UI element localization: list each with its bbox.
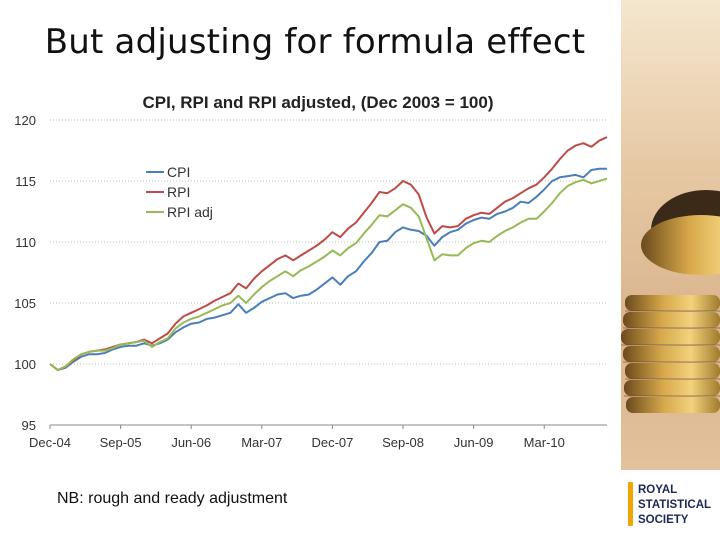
y-tick-label: 100 bbox=[14, 357, 36, 372]
series-line-cpi bbox=[49, 167, 607, 372]
x-tick-label: Dec-07 bbox=[311, 435, 353, 450]
chart-legend: CPI RPI RPI adj bbox=[146, 164, 213, 220]
x-tick-label: Jun-09 bbox=[454, 435, 494, 450]
y-tick-label: 110 bbox=[15, 235, 36, 250]
royal-statistical-society-logo: ROYAL STATISTICAL SOCIETY bbox=[628, 482, 711, 526]
y-tick-label: 95 bbox=[22, 418, 36, 433]
x-tick-label: Jun-06 bbox=[171, 435, 211, 450]
y-tick-label: 105 bbox=[14, 296, 36, 311]
series-line-rpi-adj bbox=[49, 177, 608, 372]
y-tick-label: 120 bbox=[14, 113, 36, 128]
footnote: NB: rough and ready adjustment bbox=[57, 490, 288, 507]
chart-series bbox=[49, 136, 608, 372]
logo-line-1: ROYAL bbox=[638, 484, 677, 496]
x-tick-label: Sep-05 bbox=[100, 435, 142, 450]
line-chart: 95 100 105 110 115 120 Dec-04 Sep-05 Jun-06 Mar-0… bbox=[14, 93, 608, 450]
legend-label: RPI adj bbox=[167, 204, 213, 220]
x-tick-label: Mar-07 bbox=[241, 435, 282, 450]
chart-gridlines bbox=[50, 119, 607, 426]
x-tick-label: Dec-04 bbox=[29, 435, 71, 450]
legend-label: RPI bbox=[167, 184, 190, 200]
x-tick-label: Mar-10 bbox=[524, 435, 565, 450]
logo-bar bbox=[628, 482, 633, 526]
coins-photo bbox=[621, 0, 720, 470]
chart-title: CPI, RPI and RPI adjusted, (Dec 2003 = 1… bbox=[143, 93, 494, 112]
logo-line-2: STATISTICAL bbox=[638, 499, 711, 511]
legend-label: CPI bbox=[167, 164, 190, 180]
logo-line-3: SOCIETY bbox=[638, 514, 689, 526]
y-tick-label: 115 bbox=[15, 174, 36, 189]
slide-title: But adjusting for formula effect bbox=[44, 22, 586, 62]
x-tick-label: Sep-08 bbox=[382, 435, 424, 450]
chart-axes: 95 100 105 110 115 120 Dec-04 Sep-05 Jun-06 Mar-0… bbox=[14, 113, 607, 450]
